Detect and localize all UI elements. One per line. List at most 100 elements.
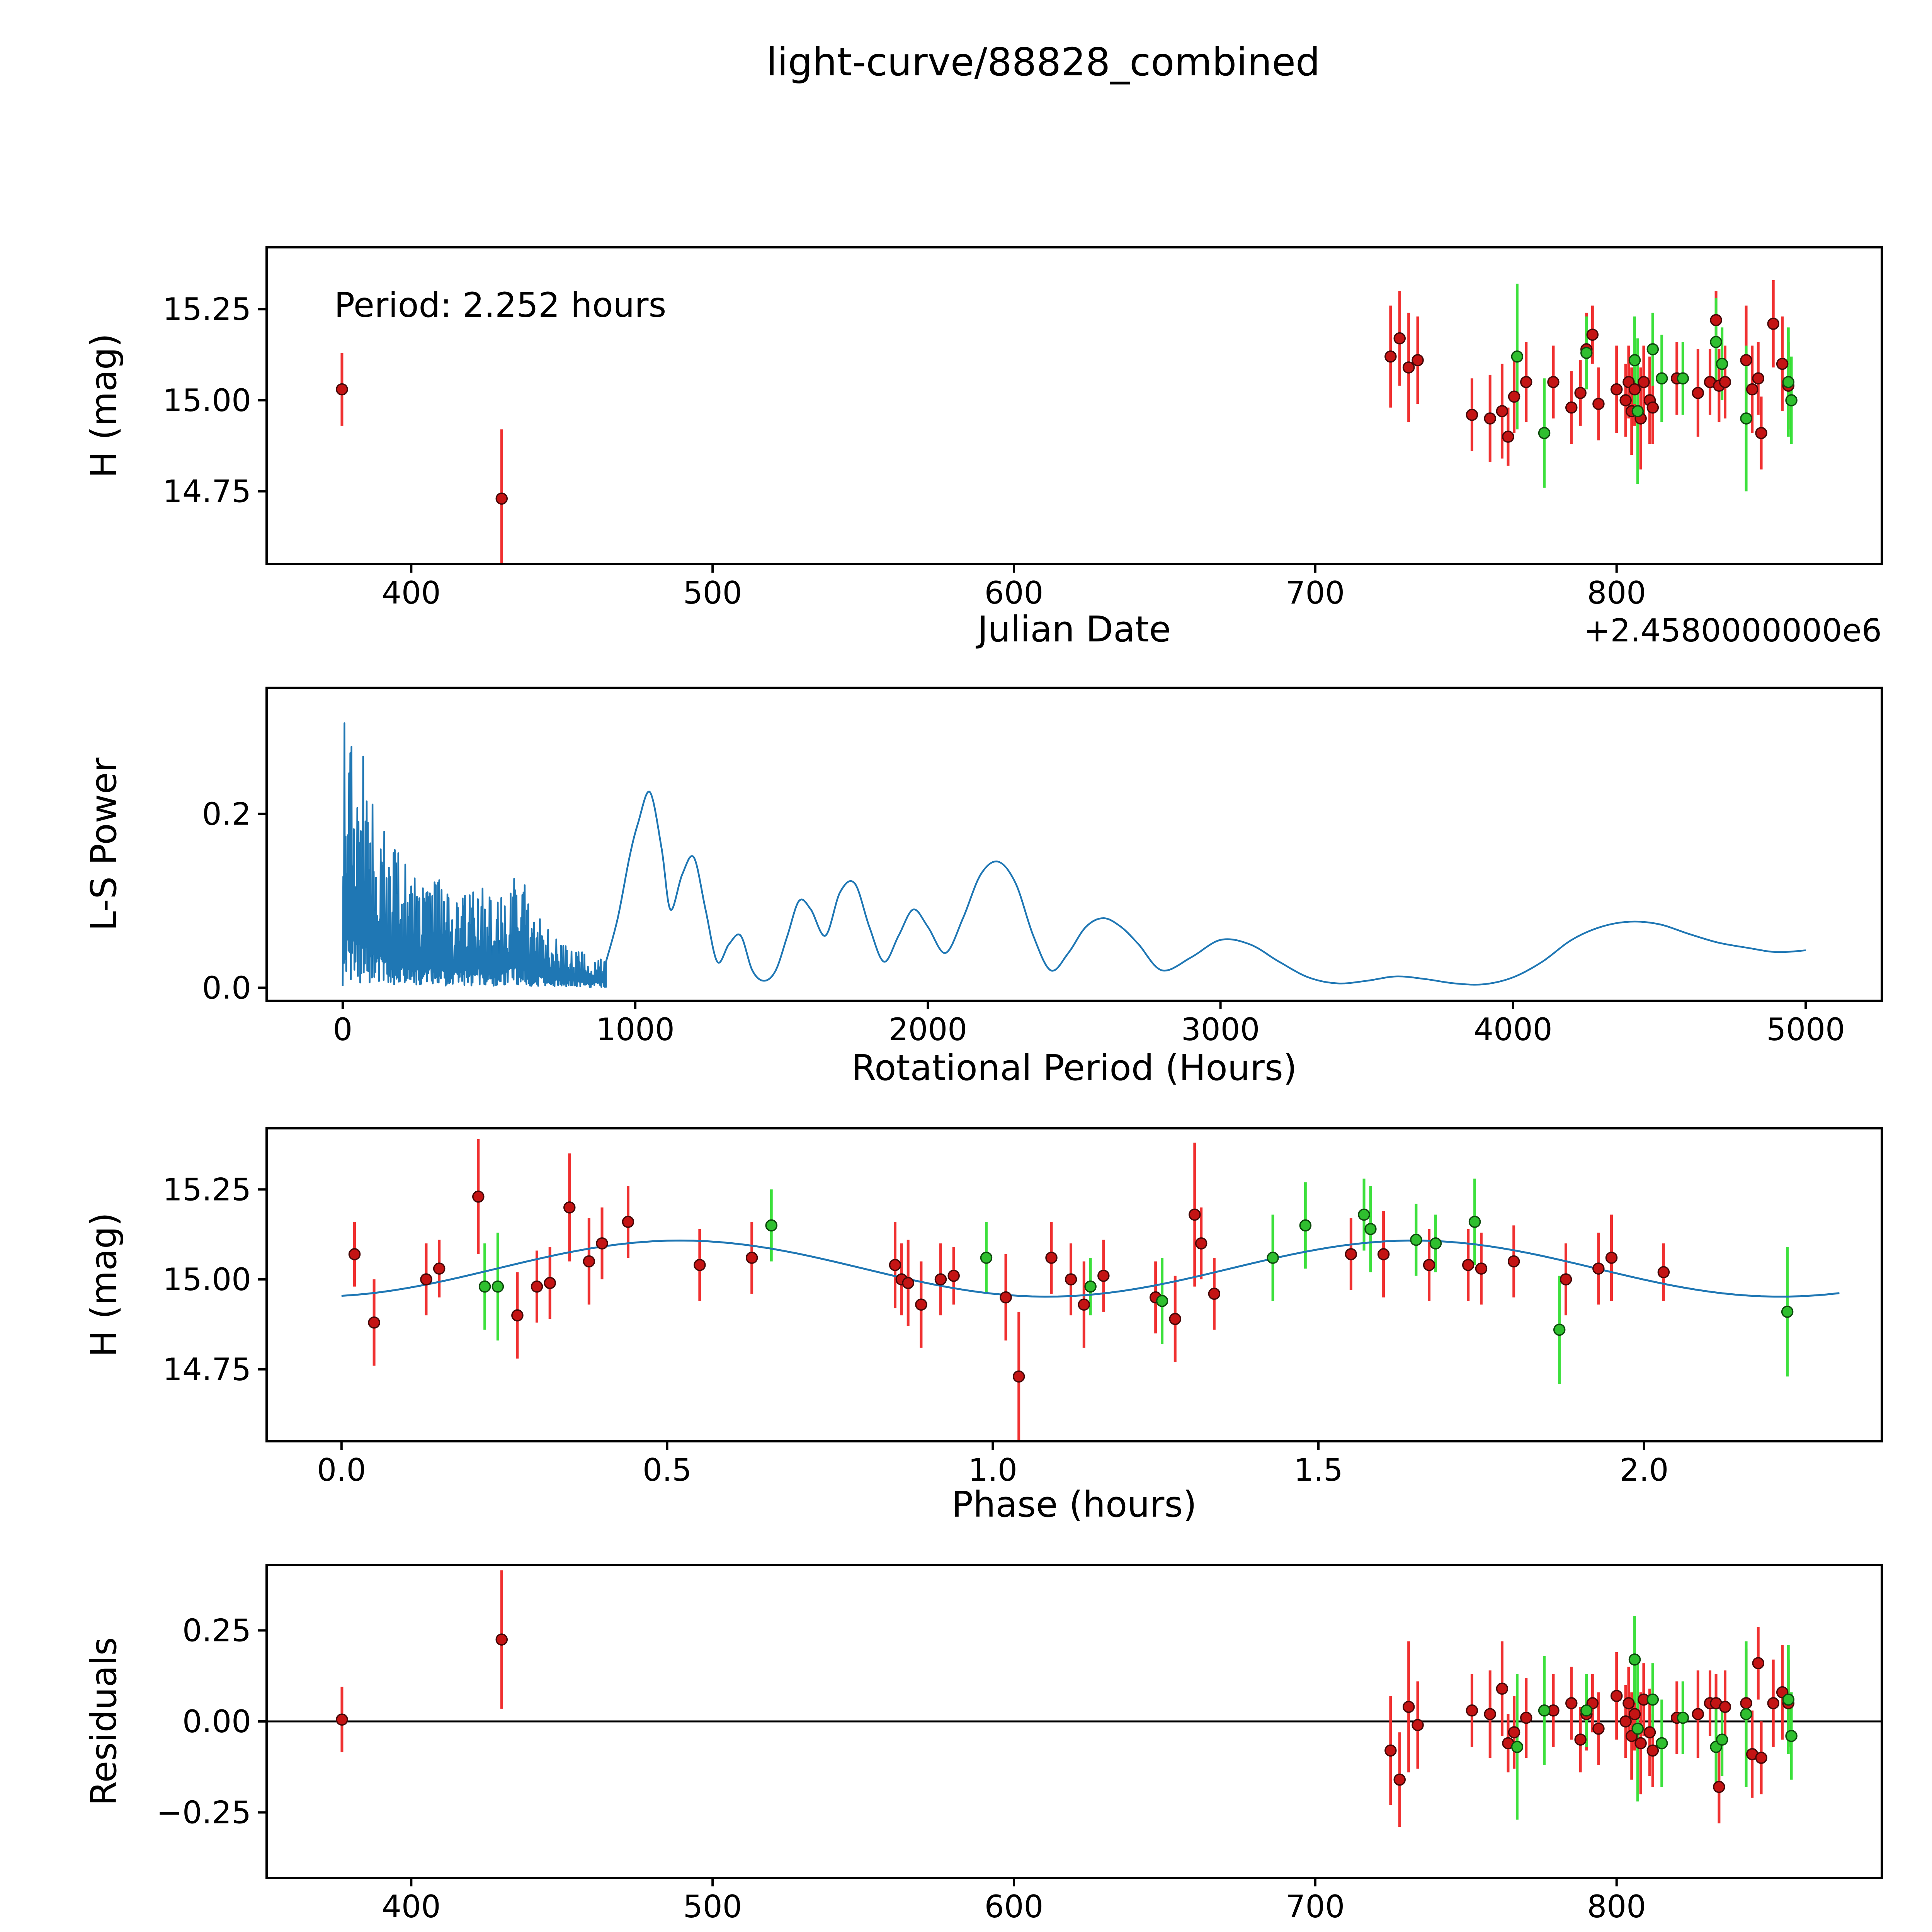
data-point (902, 1277, 914, 1289)
data-point (1716, 357, 1728, 370)
data-point (1384, 1744, 1397, 1757)
x-tick-label: 700 (1286, 575, 1345, 611)
axes-frame (265, 687, 1883, 1002)
xlabel-phase: Phase (hours) (952, 1484, 1197, 1525)
data-point (980, 1252, 993, 1264)
data-point (1610, 383, 1623, 396)
x-tick-label: 1.0 (968, 1452, 1017, 1488)
data-point (1638, 376, 1650, 388)
data-point (1560, 1273, 1572, 1286)
x-tick-label: 0 (333, 1012, 352, 1048)
data-point (1646, 1693, 1659, 1706)
data-point (1643, 1726, 1656, 1739)
data-point (336, 1713, 348, 1726)
series-green-points (478, 1208, 1794, 1336)
data-point (1628, 1653, 1641, 1666)
data-point (1402, 1701, 1415, 1713)
data-point (1412, 354, 1424, 366)
ylabel-periodogram: L-S Power (83, 758, 124, 931)
series-red-errorbars (353, 1139, 1665, 1441)
y-tick-label: 0.0 (202, 970, 251, 1006)
ticks-phase: 0.0 0.5 1.0 1.5 2.0 14.75 15.00 15.25 (163, 1172, 1668, 1488)
data-point (1631, 1723, 1644, 1735)
x-tick-label: 2.0 (1619, 1452, 1668, 1488)
data-point (1520, 376, 1532, 388)
data-point (1580, 347, 1593, 359)
data-point (531, 1280, 543, 1293)
y-tick-label: 14.75 (163, 473, 251, 509)
data-point (1393, 332, 1406, 345)
data-point (1782, 376, 1794, 388)
data-point (1740, 1708, 1752, 1720)
data-point (1012, 1370, 1025, 1383)
data-point (1511, 1741, 1524, 1753)
data-point (1520, 1711, 1532, 1724)
data-point (1538, 1704, 1551, 1717)
data-point (472, 1190, 485, 1203)
data-point (1740, 354, 1752, 366)
data-point (1710, 314, 1722, 327)
data-point (1084, 1280, 1097, 1293)
data-point (1677, 372, 1689, 385)
data-point (1195, 1237, 1208, 1250)
data-point (947, 1269, 960, 1282)
data-point (1547, 376, 1560, 388)
fit-curve (341, 1239, 1840, 1298)
panel-periodogram: 0 1000 2000 3000 4000 5000 0.0 0.2 (202, 687, 1883, 1048)
data-point (1412, 1719, 1424, 1731)
x-tick-label: 0.0 (317, 1452, 366, 1488)
x-tick-label: 1.5 (1294, 1452, 1343, 1488)
data-point (1565, 1697, 1578, 1709)
data-point (1345, 1248, 1357, 1260)
data-point (1719, 376, 1731, 388)
data-point (1776, 357, 1789, 370)
data-point (745, 1252, 758, 1264)
ticks-residuals: 400 500 600 700 800 −0.25 0.00 0.25 (156, 1613, 1646, 1925)
data-point (1169, 1313, 1181, 1325)
series-red-points (336, 1633, 1794, 1793)
data-point (495, 492, 508, 505)
ticks-periodogram: 0 1000 2000 3000 4000 5000 0.0 0.2 (202, 796, 1845, 1048)
data-point (1429, 1237, 1442, 1250)
x-tick-label: 500 (683, 575, 742, 611)
data-point (1358, 1208, 1370, 1221)
xlabel-residuals: Julian Date (976, 1928, 1171, 1932)
data-point (492, 1280, 504, 1293)
data-point (1752, 372, 1765, 385)
x-tick-label: 400 (382, 575, 441, 611)
data-point (1713, 1781, 1725, 1793)
periodogram-line (342, 722, 1806, 988)
data-point (934, 1273, 947, 1286)
data-point (1716, 1733, 1728, 1746)
data-point (1677, 1711, 1689, 1724)
data-point (1156, 1295, 1168, 1307)
data-point (1628, 1708, 1641, 1720)
ticks-lightcurve: 400 500 600 700 800 14.75 15.00 15.25 (163, 291, 1646, 611)
x-tick-label: 4000 (1474, 1012, 1553, 1048)
figure-title: light-curve/88828_combined (767, 39, 1320, 85)
data-point (1592, 398, 1605, 410)
x-tick-label: 500 (683, 1889, 742, 1925)
data-point (1574, 387, 1587, 399)
data-point (1767, 318, 1780, 330)
x-tick-label: 3000 (1181, 1012, 1260, 1048)
data-point (765, 1219, 777, 1232)
data-point (1785, 394, 1798, 406)
data-point (368, 1316, 380, 1329)
data-point (1710, 336, 1722, 348)
data-point (563, 1201, 576, 1214)
data-point (1574, 1733, 1587, 1746)
data-point (1402, 361, 1415, 374)
data-point (420, 1273, 432, 1286)
data-point (1657, 1266, 1670, 1279)
data-point (336, 383, 348, 396)
data-point (1508, 1726, 1520, 1739)
xlabel-periodogram: Rotational Period (Hours) (851, 1047, 1297, 1088)
ylabel-phase: H (mag) (83, 1213, 124, 1357)
data-point (1423, 1259, 1435, 1271)
y-tick-label: 0.00 (182, 1704, 251, 1740)
data-point (511, 1309, 524, 1321)
x-tick-label: 800 (1587, 1889, 1646, 1925)
data-point (1208, 1287, 1221, 1300)
data-point (1628, 354, 1641, 366)
